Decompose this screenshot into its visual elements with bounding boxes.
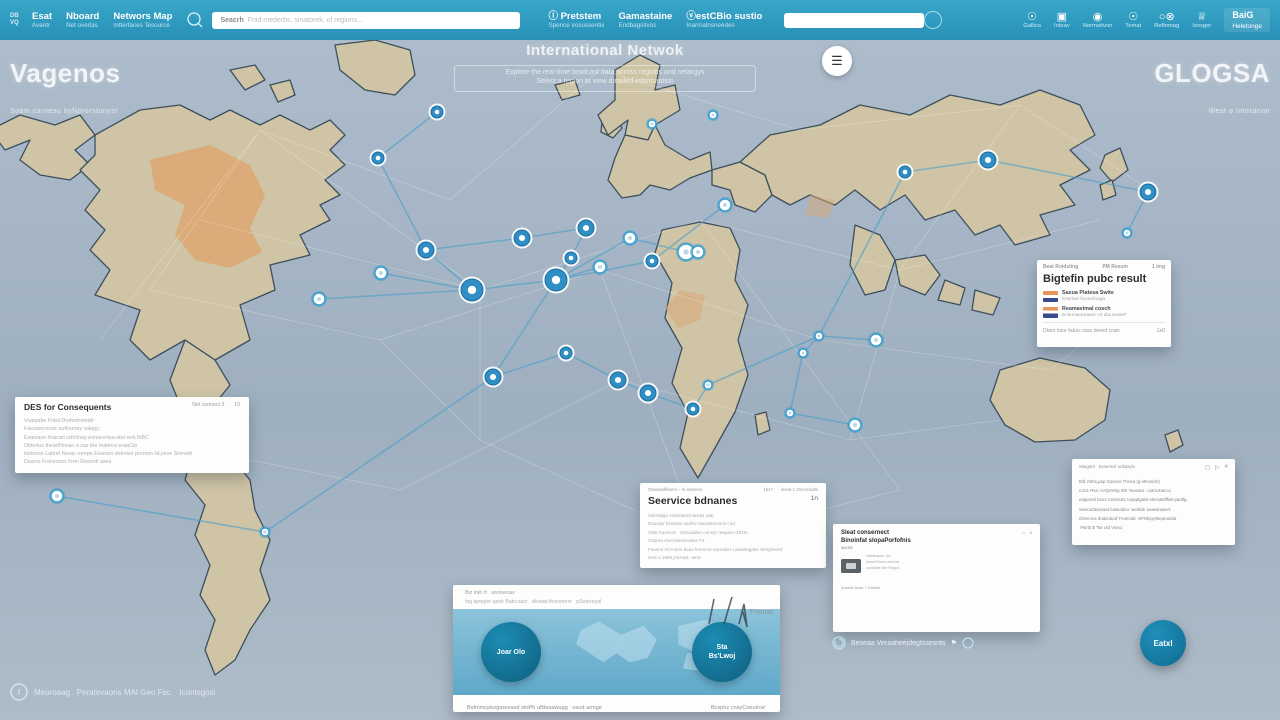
svg-text:f: f (18, 688, 21, 697)
svg-text:Fromacerp: Fromacerp (750, 609, 774, 616)
